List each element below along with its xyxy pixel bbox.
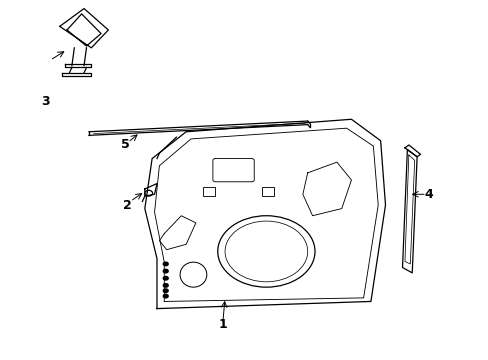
Text: 4: 4: [424, 188, 433, 201]
Circle shape: [163, 289, 168, 293]
Circle shape: [163, 294, 168, 298]
Text: 1: 1: [218, 318, 226, 331]
Text: 5: 5: [121, 138, 129, 151]
Bar: [203, 187, 215, 196]
Circle shape: [163, 262, 168, 266]
Circle shape: [163, 269, 168, 273]
Text: 2: 2: [123, 198, 132, 212]
Bar: [261, 187, 273, 196]
Circle shape: [163, 284, 168, 287]
Circle shape: [163, 276, 168, 280]
Text: 3: 3: [41, 95, 49, 108]
